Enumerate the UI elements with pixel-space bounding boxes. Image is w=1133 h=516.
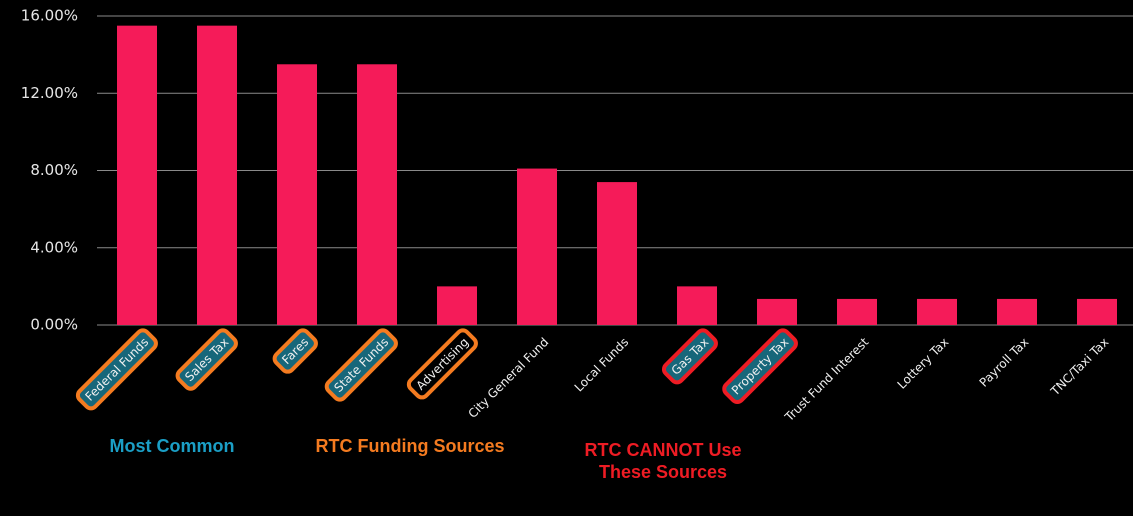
x-tick-group: Lottery Tax xyxy=(895,335,952,392)
bar xyxy=(997,298,1037,325)
label-box xyxy=(75,328,158,411)
x-tick-label: TNC/Taxi Tax xyxy=(1047,335,1111,399)
bar xyxy=(677,286,717,325)
label-box xyxy=(175,328,238,391)
x-tick-group: Gas Tax xyxy=(661,328,718,385)
bar xyxy=(117,25,157,325)
y-tick-label: 4.00% xyxy=(30,238,78,256)
y-tick-label: 8.00% xyxy=(30,161,78,179)
bar xyxy=(277,64,317,325)
bar xyxy=(517,168,557,325)
annotation: RTC CANNOT Use xyxy=(584,440,741,460)
x-tick-group: Sales Tax xyxy=(175,328,238,391)
annotation: RTC Funding Sources xyxy=(316,436,505,456)
annotation: Most Common xyxy=(110,436,235,456)
bar xyxy=(437,286,477,325)
x-tick-label: Lottery Tax xyxy=(895,335,952,392)
x-tick-label: Property Tax xyxy=(729,335,792,398)
bar xyxy=(757,298,797,325)
bar xyxy=(357,64,397,325)
x-tick-group: Payroll Tax xyxy=(977,335,1032,390)
x-tick-label: Payroll Tax xyxy=(977,335,1032,390)
bar xyxy=(197,25,237,325)
label-box xyxy=(661,328,718,385)
annotation: These Sources xyxy=(599,462,727,482)
bar xyxy=(1077,298,1117,325)
x-tick-group: Federal Funds xyxy=(75,328,158,411)
label-box xyxy=(324,328,398,402)
x-tick-label: Local Funds xyxy=(572,335,632,395)
label-box xyxy=(406,328,478,400)
x-tick-group: State Funds xyxy=(324,328,398,402)
x-tick-label: State Funds xyxy=(331,335,391,395)
x-tick-group: Local Funds xyxy=(572,335,632,395)
x-tick-group: City General Fund xyxy=(465,335,551,421)
x-tick-group: Property Tax xyxy=(722,328,798,405)
label-box xyxy=(272,328,318,374)
y-tick-label: 12.00% xyxy=(21,84,78,102)
x-tick-label: City General Fund xyxy=(465,335,551,421)
x-tick-group: Advertising xyxy=(406,328,478,400)
label-box xyxy=(722,328,798,405)
x-tick-group: Fares xyxy=(272,328,318,374)
bar xyxy=(837,298,877,325)
bar xyxy=(917,298,957,325)
x-tick-group: TNC/Taxi Tax xyxy=(1047,335,1111,399)
bar xyxy=(597,182,637,325)
y-tick-label: 0.00% xyxy=(30,316,78,334)
x-tick-label: Federal Funds xyxy=(82,335,151,404)
x-tick-label: Advertising xyxy=(413,335,471,393)
y-tick-label: 16.00% xyxy=(21,7,78,25)
